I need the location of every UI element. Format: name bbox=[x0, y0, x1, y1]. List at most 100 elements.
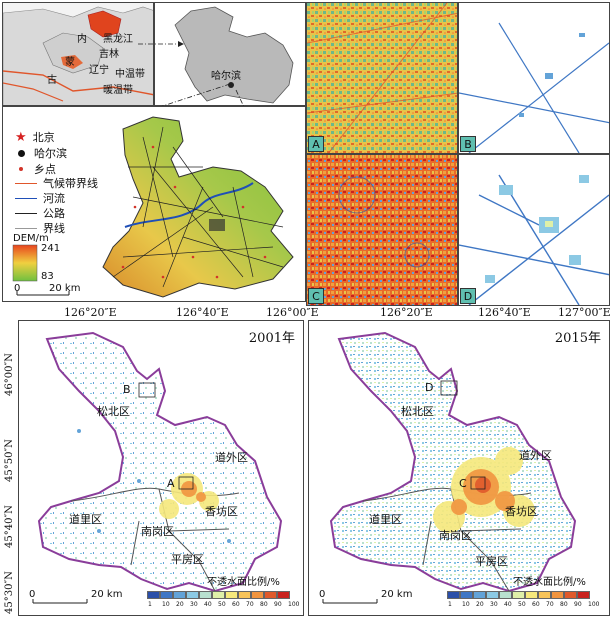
district-label: 道外区 bbox=[215, 451, 248, 464]
dem-max: 241 bbox=[41, 243, 61, 254]
star-icon: ★ bbox=[15, 129, 27, 145]
colorbar-tick-label: 20 bbox=[476, 601, 484, 608]
colorbar-swatch bbox=[147, 591, 160, 599]
zone-label: 中温带 bbox=[115, 69, 145, 80]
scale-label: 20 km bbox=[91, 589, 123, 600]
thumbnail-a bbox=[306, 2, 458, 154]
center-label: C bbox=[459, 477, 467, 490]
center-label: A bbox=[167, 477, 175, 490]
legend-river: 河流 bbox=[15, 190, 65, 206]
colorbar-swatch bbox=[512, 591, 525, 599]
legend-title: 不透水面比例/% bbox=[207, 577, 280, 588]
coord-label-vertical: 45°30″N bbox=[4, 571, 15, 614]
district-label: 平房区 bbox=[171, 553, 204, 566]
thumb-b-svg bbox=[459, 3, 609, 153]
province-label: 蒙 bbox=[65, 57, 75, 68]
colorbar-swatch bbox=[564, 591, 577, 599]
thumbnail-tag-b: B bbox=[460, 136, 476, 152]
coord-label: 127°00″E bbox=[558, 306, 611, 319]
colorbar-tick-label: 1 bbox=[148, 601, 152, 608]
legend-climate-line: 气候带界线 bbox=[15, 175, 98, 191]
map-2015: 2015年 D C 松北区 道外区 道里区 香坊区 南岗区 平房区 不透水面比例… bbox=[308, 320, 610, 616]
colorbar-swatch bbox=[447, 591, 460, 599]
map-year: 2001年 bbox=[248, 331, 295, 346]
map-2015-svg bbox=[322, 331, 577, 604]
district-label: 道外区 bbox=[519, 449, 552, 462]
blue-line-icon bbox=[15, 197, 37, 199]
orange-line-icon bbox=[15, 182, 37, 184]
district-label: 松北区 bbox=[97, 405, 130, 418]
colorbar-swatch bbox=[225, 591, 238, 599]
colorbar-swatch bbox=[160, 591, 173, 599]
thumbnail-c bbox=[306, 154, 458, 306]
colorbar-tick-label: 40 bbox=[504, 601, 512, 608]
black-line-icon bbox=[15, 212, 37, 214]
map-year: 2015年 bbox=[554, 331, 601, 346]
colorbar-swatch bbox=[538, 591, 551, 599]
scale-zero: 0 bbox=[319, 589, 326, 600]
coord-label-vertical: 45°40″N bbox=[4, 505, 15, 548]
dem-svg bbox=[12, 116, 294, 298]
map-2001: 2001年 B A 松北区 道外区 道里区 香坊区 南岗区 平房区 不透水面比例… bbox=[18, 320, 304, 616]
coord-label: 126°20″E bbox=[64, 306, 117, 319]
coord-label-vertical: 45°50″N bbox=[4, 439, 15, 482]
colorbar-tick-label: 100 bbox=[288, 601, 300, 608]
colorbar-swatch bbox=[251, 591, 264, 599]
province-label: 内 bbox=[77, 34, 87, 45]
district-label: 南岗区 bbox=[439, 529, 472, 542]
thumbnail-tag-a: A bbox=[308, 136, 324, 152]
city-label: 哈尔滨 bbox=[211, 71, 241, 82]
colorbar-tick-label: 70 bbox=[246, 601, 254, 608]
colorbar-tick-label: 80 bbox=[560, 601, 568, 608]
gray-line-icon bbox=[15, 227, 37, 229]
colorbar-tick-label: 40 bbox=[204, 601, 212, 608]
colorbar-tick-label: 80 bbox=[260, 601, 268, 608]
legend-road: 公路 bbox=[15, 205, 65, 221]
colorbar-tick-label: 70 bbox=[546, 601, 554, 608]
colorbar-swatch bbox=[499, 591, 512, 599]
coord-label-vertical: 46°00″N bbox=[4, 353, 15, 396]
colorbar-swatch bbox=[277, 591, 290, 599]
district-label: 道里区 bbox=[69, 513, 102, 526]
thumbnail-d bbox=[458, 154, 610, 306]
heilongjiang-map: 哈尔滨 bbox=[154, 2, 306, 106]
colorbar-tick-label: 100 bbox=[588, 601, 600, 608]
small-dot-icon bbox=[19, 167, 23, 171]
dem-min: 83 bbox=[41, 271, 54, 282]
colorbar-tick-label: 1 bbox=[448, 601, 452, 608]
thumbnail-tag-d: D bbox=[460, 288, 476, 304]
thumb-d-svg bbox=[459, 155, 609, 305]
colorbar-swatch bbox=[460, 591, 473, 599]
colorbar-swatch bbox=[577, 591, 590, 599]
thumbnail-tag-c: C bbox=[308, 288, 324, 304]
coord-label: 126°00″E bbox=[266, 306, 319, 319]
colorbar-tick-label: 60 bbox=[532, 601, 540, 608]
dot-icon bbox=[18, 149, 25, 157]
colorbar-ticks: 1 10 20 30 40 50 60 70 80 90 100 bbox=[147, 601, 301, 611]
colorbar-swatch bbox=[186, 591, 199, 599]
colorbar-swatch bbox=[173, 591, 186, 599]
colorbar-tick-label: 50 bbox=[218, 601, 226, 608]
colorbar-tick-label: 30 bbox=[190, 601, 198, 608]
colorbar-tick-label: 50 bbox=[518, 601, 526, 608]
province-label: 吉林 bbox=[99, 49, 119, 60]
district-label: 松北区 bbox=[401, 405, 434, 418]
district-label: 香坊区 bbox=[505, 505, 538, 518]
district-label: 南岗区 bbox=[141, 525, 174, 538]
detail-dem-map: ★ 北京 哈尔滨 乡点 气候带界线 河流 公路 界线 DEM/m 241 83 … bbox=[2, 106, 306, 302]
colorbar bbox=[447, 591, 590, 599]
legend-boundary: 界线 bbox=[15, 220, 65, 236]
colorbar bbox=[147, 591, 290, 599]
colorbar-swatch bbox=[199, 591, 212, 599]
legend-title: 不透水面比例/% bbox=[513, 577, 586, 588]
district-label: 香坊区 bbox=[205, 505, 238, 518]
legend-township: 乡点 bbox=[15, 161, 56, 177]
province-label: 辽宁 bbox=[89, 65, 109, 76]
colorbar-tick-label: 60 bbox=[232, 601, 240, 608]
scale-zero: 0 bbox=[14, 283, 21, 294]
colorbar-swatch bbox=[525, 591, 538, 599]
heilongjiang-svg bbox=[174, 6, 294, 104]
province-label: 古 bbox=[47, 75, 57, 86]
coord-label: 126°20″E bbox=[380, 306, 433, 319]
thumb-a-svg bbox=[307, 3, 457, 153]
